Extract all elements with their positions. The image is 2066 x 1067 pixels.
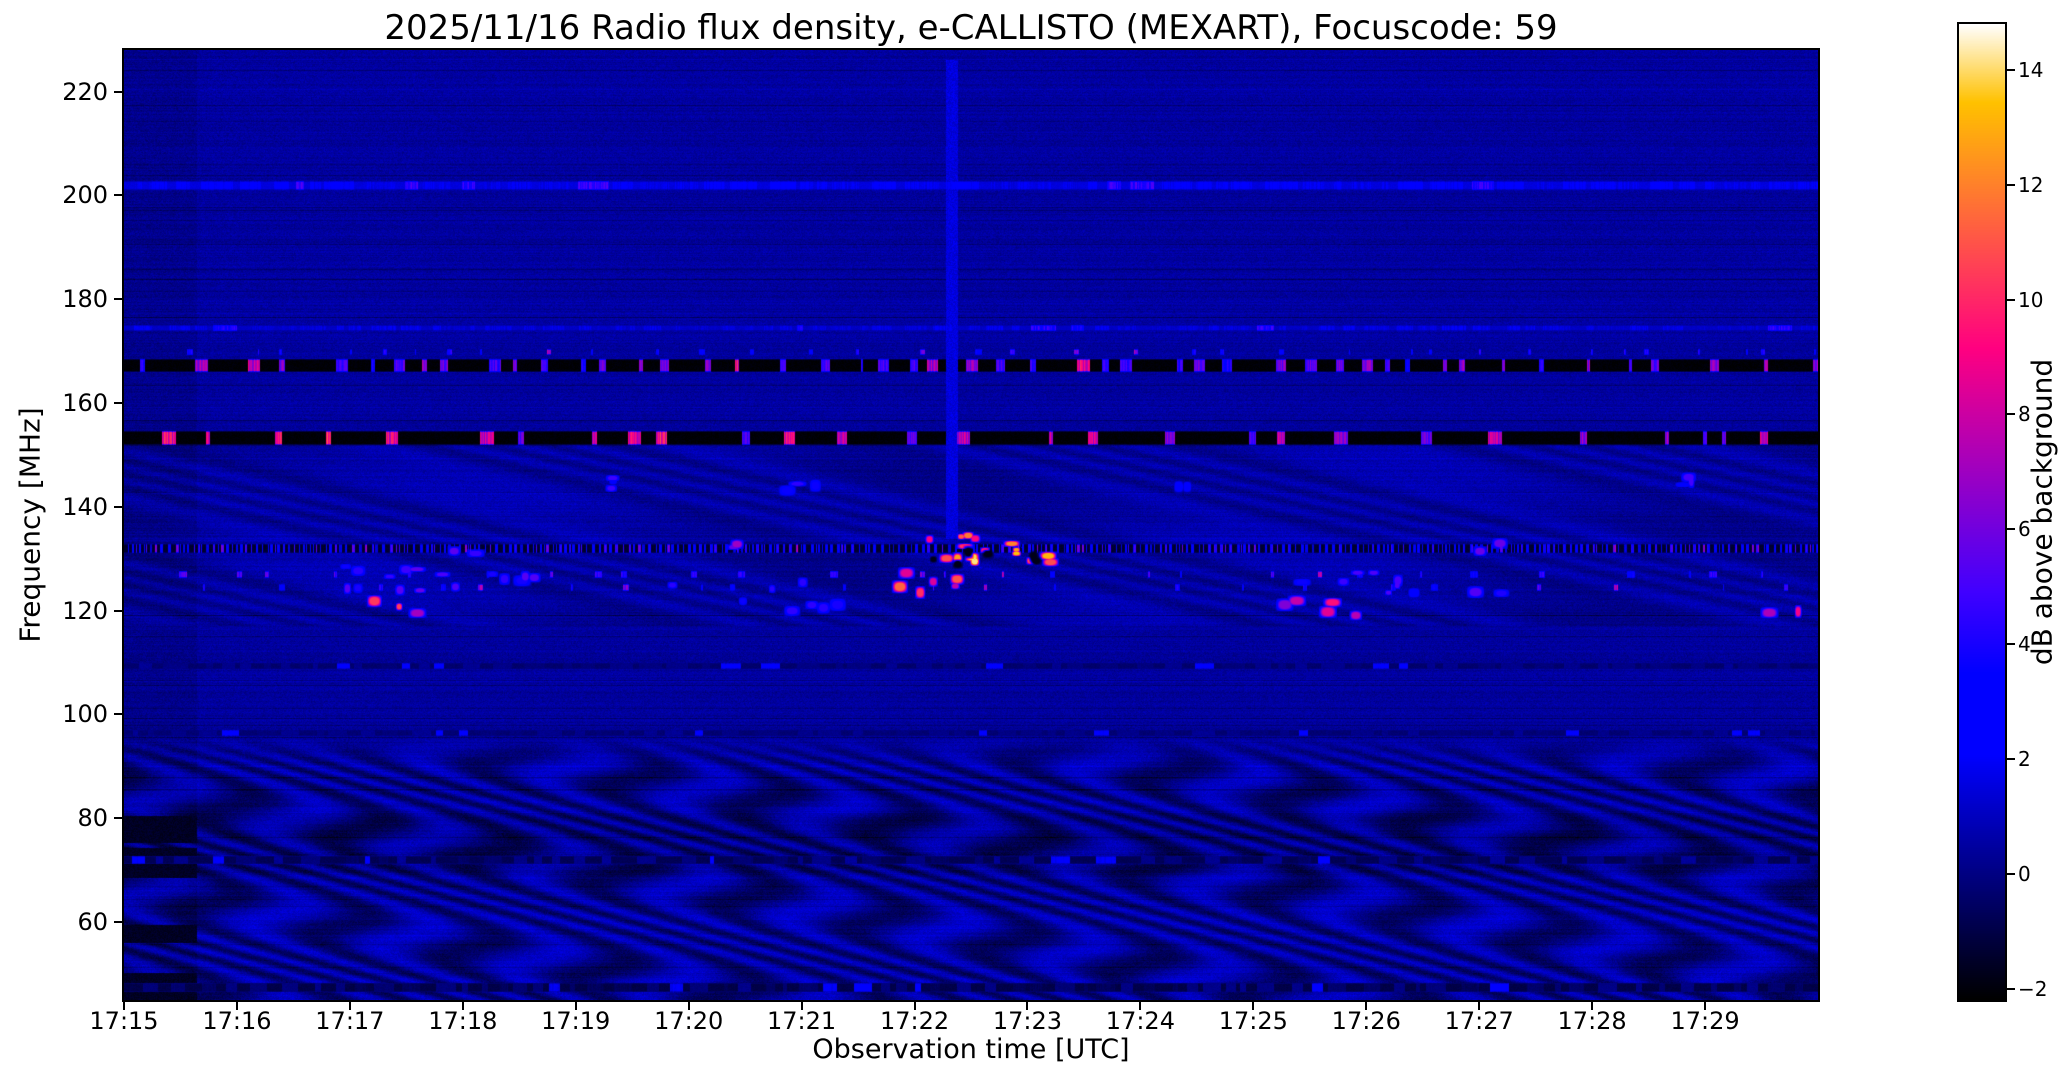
x-tick-mark xyxy=(1252,1002,1255,1010)
x-tick-label: 17:20 xyxy=(654,1007,724,1035)
x-tick-mark xyxy=(461,1002,464,1010)
y-tick-mark xyxy=(114,713,122,716)
x-tick-label: 17:16 xyxy=(202,1007,272,1035)
x-tick-mark xyxy=(1139,1002,1142,1010)
x-tick-label: 17:25 xyxy=(1218,1007,1288,1035)
y-tick-label: 60 xyxy=(77,908,108,937)
colorbar-tick-mark xyxy=(2007,757,2015,760)
x-tick-label: 17:18 xyxy=(428,1007,498,1035)
y-tick-mark xyxy=(114,817,122,820)
colorbar-tick-label: 6 xyxy=(2018,517,2031,542)
colorbar-tick-mark xyxy=(2007,643,2015,646)
x-tick-mark xyxy=(123,1002,125,1010)
colorbar-tick-label: −2 xyxy=(2018,976,2048,1001)
y-tick-label: 80 xyxy=(77,804,108,833)
chart-title: 2025/11/16 Radio flux density, e-CALLIST… xyxy=(384,8,1558,48)
y-tick-label: 140 xyxy=(62,492,108,521)
colorbar-tick-label: 10 xyxy=(2018,287,2044,312)
colorbar-tick-label: 12 xyxy=(2018,172,2044,197)
y-tick-label: 100 xyxy=(62,700,108,729)
colorbar-tick-label: 4 xyxy=(2018,632,2031,657)
x-tick-mark xyxy=(235,1002,238,1010)
spectrogram-canvas xyxy=(124,50,1818,1000)
y-tick-mark xyxy=(114,505,122,508)
colorbar-tick-mark xyxy=(2007,528,2015,531)
colorbar-tick-mark xyxy=(2007,298,2015,301)
y-tick-label: 120 xyxy=(62,596,108,625)
x-tick-mark xyxy=(348,1002,351,1010)
colorbar-tick-mark xyxy=(2007,183,2015,186)
x-tick-label: 17:22 xyxy=(879,1007,950,1035)
y-tick-label: 160 xyxy=(62,389,108,417)
x-tick-label: 17:15 xyxy=(89,1007,159,1035)
y-tick-mark xyxy=(114,402,122,404)
y-axis-label: Frequency [MHz] xyxy=(13,407,47,643)
y-tick-mark xyxy=(114,609,122,612)
colorbar-tick-mark xyxy=(2007,872,2015,875)
x-tick-mark xyxy=(800,1002,803,1010)
x-tick-mark xyxy=(1026,1002,1029,1010)
y-tick-mark xyxy=(114,194,122,197)
y-tick-label: 180 xyxy=(62,285,108,314)
y-tick-mark xyxy=(114,90,122,93)
x-tick-label: 17:26 xyxy=(1331,1007,1401,1035)
y-tick-label: 200 xyxy=(62,181,108,210)
colorbar-tick-label: 14 xyxy=(2018,57,2044,82)
colorbar-tick-mark xyxy=(2007,987,2015,990)
x-tick-mark xyxy=(687,1002,690,1010)
colorbar-tick-label: 2 xyxy=(2018,746,2031,771)
colorbar-canvas xyxy=(1959,24,2005,1000)
x-tick-mark xyxy=(913,1002,916,1010)
x-tick-label: 17:21 xyxy=(767,1007,837,1035)
x-tick-label: 17:27 xyxy=(1444,1007,1514,1035)
x-tick-label: 17:19 xyxy=(541,1007,611,1035)
colorbar-tick-label: 0 xyxy=(2018,861,2031,886)
x-tick-mark xyxy=(1478,1002,1481,1010)
x-tick-mark xyxy=(1591,1002,1594,1010)
x-tick-mark xyxy=(1365,1002,1368,1010)
x-tick-label: 17:17 xyxy=(315,1007,385,1035)
x-axis-label: Observation time [UTC] xyxy=(812,1034,1130,1065)
x-tick-label: 17:23 xyxy=(992,1007,1063,1035)
colorbar-tick-label: 8 xyxy=(2018,402,2031,427)
x-tick-label: 17:28 xyxy=(1557,1007,1627,1035)
x-tick-mark xyxy=(574,1002,577,1010)
x-tick-mark xyxy=(1704,1002,1707,1010)
x-tick-label: 17:29 xyxy=(1670,1007,1740,1035)
y-tick-mark xyxy=(114,921,122,924)
colorbar-tick-mark xyxy=(2007,413,2015,416)
y-tick-mark xyxy=(114,298,122,301)
y-tick-label: 220 xyxy=(62,77,108,106)
x-tick-label: 17:24 xyxy=(1105,1007,1175,1035)
colorbar-tick-mark xyxy=(2007,68,2015,71)
